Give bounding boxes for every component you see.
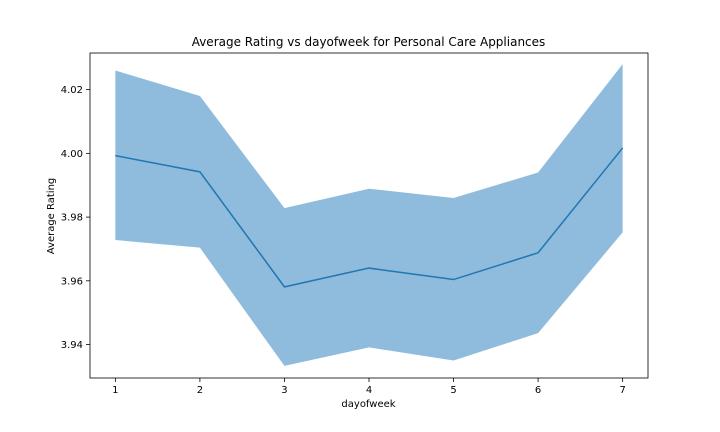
y-tick-label: 4.00 (61, 149, 83, 160)
y-axis-title: Average Rating (46, 178, 57, 254)
x-tick-label: 1 (112, 385, 118, 396)
series-line (115, 147, 624, 288)
chart-title: Average Rating vs dayofweek for Personal… (192, 35, 546, 49)
x-tick-label: 6 (535, 385, 541, 396)
x-tick-label: 7 (619, 385, 625, 396)
x-axis-title: dayofweek (341, 399, 395, 410)
y-tick-label: 3.94 (61, 340, 83, 351)
x-tick-label: 5 (450, 385, 456, 396)
plot-area: 1 2 3 4 5 6 7 3.94 3.96 3.98 4.00 4.02 (61, 52, 649, 396)
y-tick-label: 4.02 (61, 85, 83, 96)
y-tick-label: 3.98 (61, 213, 83, 224)
y-tick-label: 3.96 (61, 276, 83, 287)
confidence-band (115, 64, 623, 366)
x-tick-label: 2 (197, 385, 203, 396)
x-tick-label: 3 (281, 385, 287, 396)
x-tick-label: 4 (366, 385, 372, 396)
